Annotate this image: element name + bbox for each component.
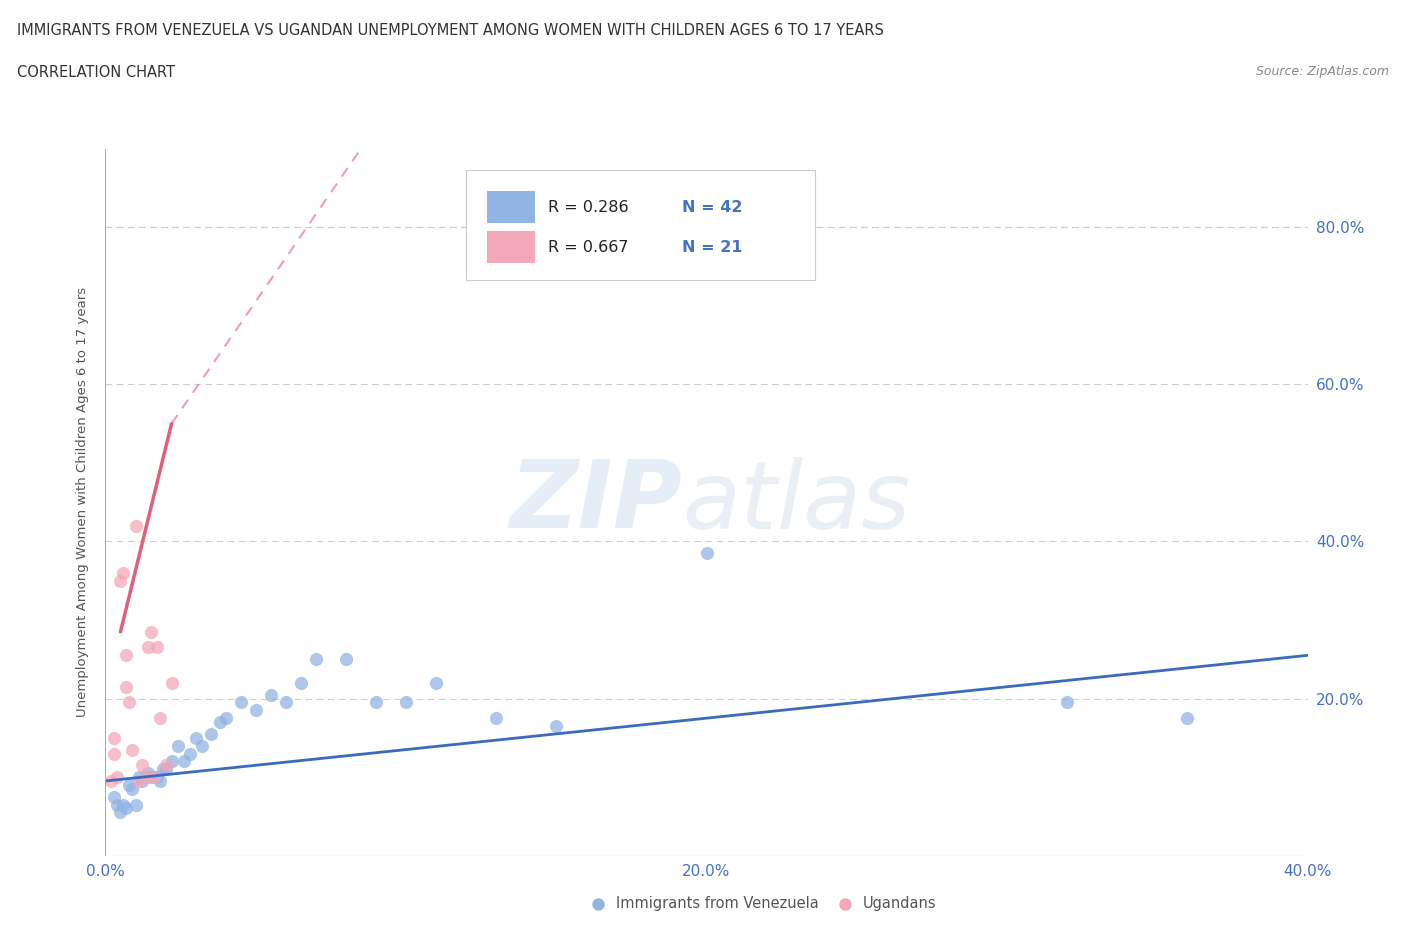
Point — [145, 640, 167, 655]
Point — [166, 738, 188, 753]
Point — [229, 695, 252, 710]
Point — [152, 762, 174, 777]
Point — [118, 777, 141, 792]
Point — [1175, 711, 1198, 725]
Text: R = 0.667: R = 0.667 — [548, 240, 628, 255]
Point — [160, 675, 183, 690]
Text: R = 0.286: R = 0.286 — [548, 200, 628, 215]
Point — [160, 754, 183, 769]
Point — [100, 774, 122, 789]
Point — [103, 746, 125, 761]
Point — [208, 714, 231, 729]
Point — [103, 790, 125, 804]
Point — [107, 797, 129, 812]
Point — [115, 648, 138, 663]
Point — [546, 719, 568, 734]
Point — [115, 679, 138, 694]
Point — [128, 774, 150, 789]
Point — [148, 711, 170, 725]
Point — [121, 742, 143, 757]
Point — [214, 711, 236, 725]
Point — [335, 652, 357, 667]
Point — [696, 546, 718, 561]
Text: ZIP: ZIP — [509, 457, 682, 548]
Point — [190, 738, 212, 753]
Point — [173, 754, 195, 769]
Point — [110, 805, 132, 820]
Point — [112, 565, 135, 580]
Text: atlas: atlas — [682, 457, 911, 548]
Point — [142, 770, 165, 785]
Point — [124, 797, 146, 812]
Point — [139, 624, 162, 639]
Point — [131, 774, 153, 789]
Point — [485, 711, 508, 725]
FancyBboxPatch shape — [486, 192, 534, 223]
Point — [134, 770, 156, 785]
Point — [260, 687, 283, 702]
Point — [1326, 901, 1348, 916]
Point — [425, 675, 447, 690]
Text: N = 21: N = 21 — [682, 240, 742, 255]
Point — [142, 770, 165, 785]
Point — [179, 746, 201, 761]
Text: N = 42: N = 42 — [682, 200, 742, 215]
Point — [364, 695, 387, 710]
Point — [136, 765, 159, 780]
Text: IMMIGRANTS FROM VENEZUELA VS UGANDAN UNEMPLOYMENT AMONG WOMEN WITH CHILDREN AGES: IMMIGRANTS FROM VENEZUELA VS UGANDAN UNE… — [17, 23, 884, 38]
Point — [115, 801, 138, 816]
Point — [128, 770, 150, 785]
Point — [184, 730, 207, 745]
Text: Source: ZipAtlas.com: Source: ZipAtlas.com — [1256, 65, 1389, 78]
Point — [155, 758, 177, 773]
Text: Ugandans: Ugandans — [863, 897, 936, 911]
Point — [145, 770, 167, 785]
Point — [134, 770, 156, 785]
Point — [395, 695, 418, 710]
Point — [200, 726, 222, 741]
Point — [136, 640, 159, 655]
Point — [305, 652, 328, 667]
Point — [121, 781, 143, 796]
Point — [118, 695, 141, 710]
Y-axis label: Unemployment Among Women with Children Ages 6 to 17 years: Unemployment Among Women with Children A… — [76, 287, 90, 717]
Point — [274, 695, 297, 710]
Point — [139, 770, 162, 785]
Text: CORRELATION CHART: CORRELATION CHART — [17, 65, 174, 80]
Point — [112, 797, 135, 812]
Point — [107, 770, 129, 785]
Point — [245, 703, 267, 718]
Point — [1056, 695, 1078, 710]
Point — [131, 758, 153, 773]
Point — [155, 762, 177, 777]
Point — [103, 730, 125, 745]
FancyBboxPatch shape — [465, 170, 814, 280]
Point — [124, 518, 146, 533]
Text: Immigrants from Venezuela: Immigrants from Venezuela — [616, 897, 820, 911]
FancyBboxPatch shape — [486, 232, 534, 263]
Point — [110, 573, 132, 588]
Point — [148, 774, 170, 789]
Point — [290, 675, 312, 690]
